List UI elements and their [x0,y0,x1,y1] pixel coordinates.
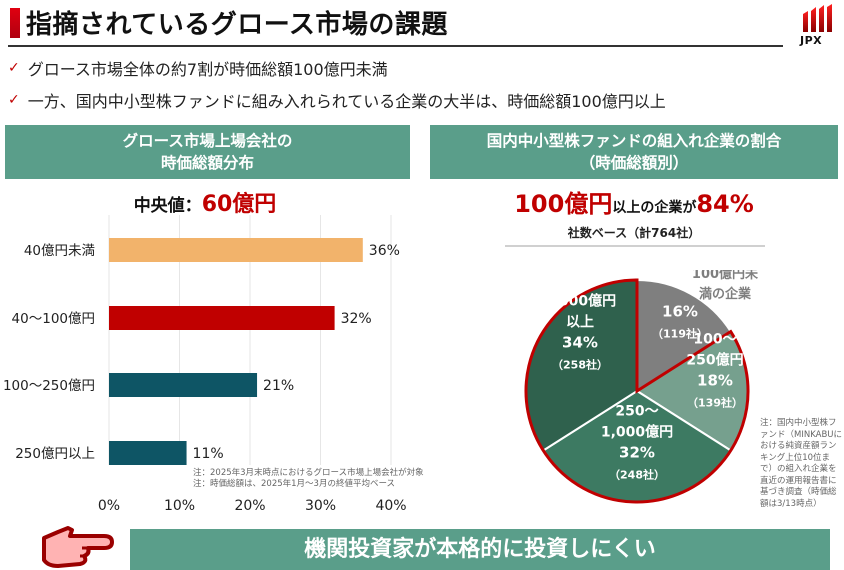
median-summary: 中央値：60億円 [0,186,410,218]
slice-count: （258社） [552,358,608,372]
checkmark-icon: ✓ [8,60,20,76]
right-headline: 100億円以上の企業が84% [430,184,838,219]
bullet-text: 一方、国内中小型株ファンドに組み入れられている企業の大半は、時価総額100億円以… [27,92,666,111]
title-divider [8,45,783,47]
left-heading-line1: グロース市場上場会社の [122,132,293,150]
fund-holdings-pie-chart: 16% （119社）100～ 250億円 18% （139社） 250～ 1,000億円 32… [524,270,759,504]
right-heading-line2: （時価総額別） [579,154,689,172]
headline-text: 以上の企業が [612,200,697,216]
slice-percent: 16% [662,303,698,321]
slice-category: 100～ [693,332,736,348]
checkmark-icon: ✓ [8,92,20,108]
page-title: 指摘されているグロース市場の課題 [26,10,448,40]
callout-banner: 機関投資家が本格的に投資しにくい [130,529,830,570]
slice-count: （119社） [652,327,708,341]
x-tick-label: 0% [98,498,120,514]
slice-label: 16% （119社） [652,303,708,341]
value-label: 21% [263,378,294,394]
value-label: 11% [193,446,224,462]
left-heading-line2: 時価総額分布 [160,154,254,172]
outside-slice-label: 100億円未 [692,270,759,282]
slice-label: 250～ 1,000億円 32% （248社） [601,404,673,482]
slice-category: 250億円 [686,352,743,369]
jpx-logo-icon [803,4,832,32]
bar [109,441,187,465]
median-value: 60億円 [201,192,277,217]
title-accent-bar [10,8,20,38]
slice-percent: 34% [562,334,598,352]
category-label: 100～250億円 [3,378,95,394]
headline-value-1: 100億円 [514,190,613,218]
slice-percent: 32% [619,444,655,462]
pie-basis-label: 社数ベース（計764社） [567,226,701,240]
value-label: 32% [341,311,372,327]
basis-divider [505,245,765,247]
x-tick-label: 20% [234,498,265,514]
pointing-hand-icon [42,526,114,568]
bar-chart-notes: 注：2025年3月末時点におけるグロース市場上場会社が対象 注：時価総額は、20… [193,468,424,490]
bar [109,373,258,397]
slice-count: （248社） [609,468,665,482]
x-tick-label: 30% [305,498,336,514]
slice-category: 1,000億円 [601,424,673,441]
slice-label: 100～ 250億円 18% （139社） [686,332,743,410]
bar [109,238,363,262]
bar [109,306,335,330]
highlight-outline [524,278,750,504]
bar-note-2: 注：時価総額は、2025年1月～3月の終値平均ベース [193,479,396,489]
bar-note-1: 注：2025年3月末時点におけるグロース市場上場会社が対象 [193,468,424,478]
outside-slice-label: 満の企業 [699,286,752,302]
pie-chart-note: 注：国内中小型株ファンド（MINKABUにおける純資産額ランキング上位10位まで… [760,418,842,509]
x-tick-label: 10% [164,498,195,514]
pie-slice [636,278,733,393]
right-panel-heading: 国内中小型株ファンドの組入れ企業の割合 （時価総額別） [430,125,838,179]
slice-category: 以上 [566,315,594,331]
category-label: 40億円未満 [24,243,95,259]
left-panel-heading: グロース市場上場会社の 時価総額分布 [5,125,410,179]
market-cap-bar-chart: 0% 10% 20% 30% 40% 40億円未満 36% 40～100億円 32% 100～25… [3,215,407,514]
bullet-text: グロース市場全体の約7割が時価総額100億円未満 [27,60,388,79]
headline-value-2: 84% [696,190,754,218]
median-label: 中央値： [133,196,202,216]
slice-category: 1,000億円 [544,293,616,310]
slice-category: 250～ [615,404,658,420]
logo-text: JPX [800,34,823,47]
slice-count: （139社） [687,396,743,410]
x-tick-label: 40% [375,498,406,514]
right-heading-line1: 国内中小型株ファンドの組入れ企業の割合 [486,132,782,150]
bullet-item: ✓ グロース市場全体の約7割が時価総額100億円未満 [8,56,388,80]
category-label: 250億円以上 [15,446,95,462]
slice-percent: 18% [697,372,733,390]
value-label: 36% [369,243,400,259]
category-label: 40～100億円 [12,311,95,327]
bullet-item: ✓ 一方、国内中小型株ファンドに組み入れられている企業の大半は、時価総額100億… [8,88,666,112]
